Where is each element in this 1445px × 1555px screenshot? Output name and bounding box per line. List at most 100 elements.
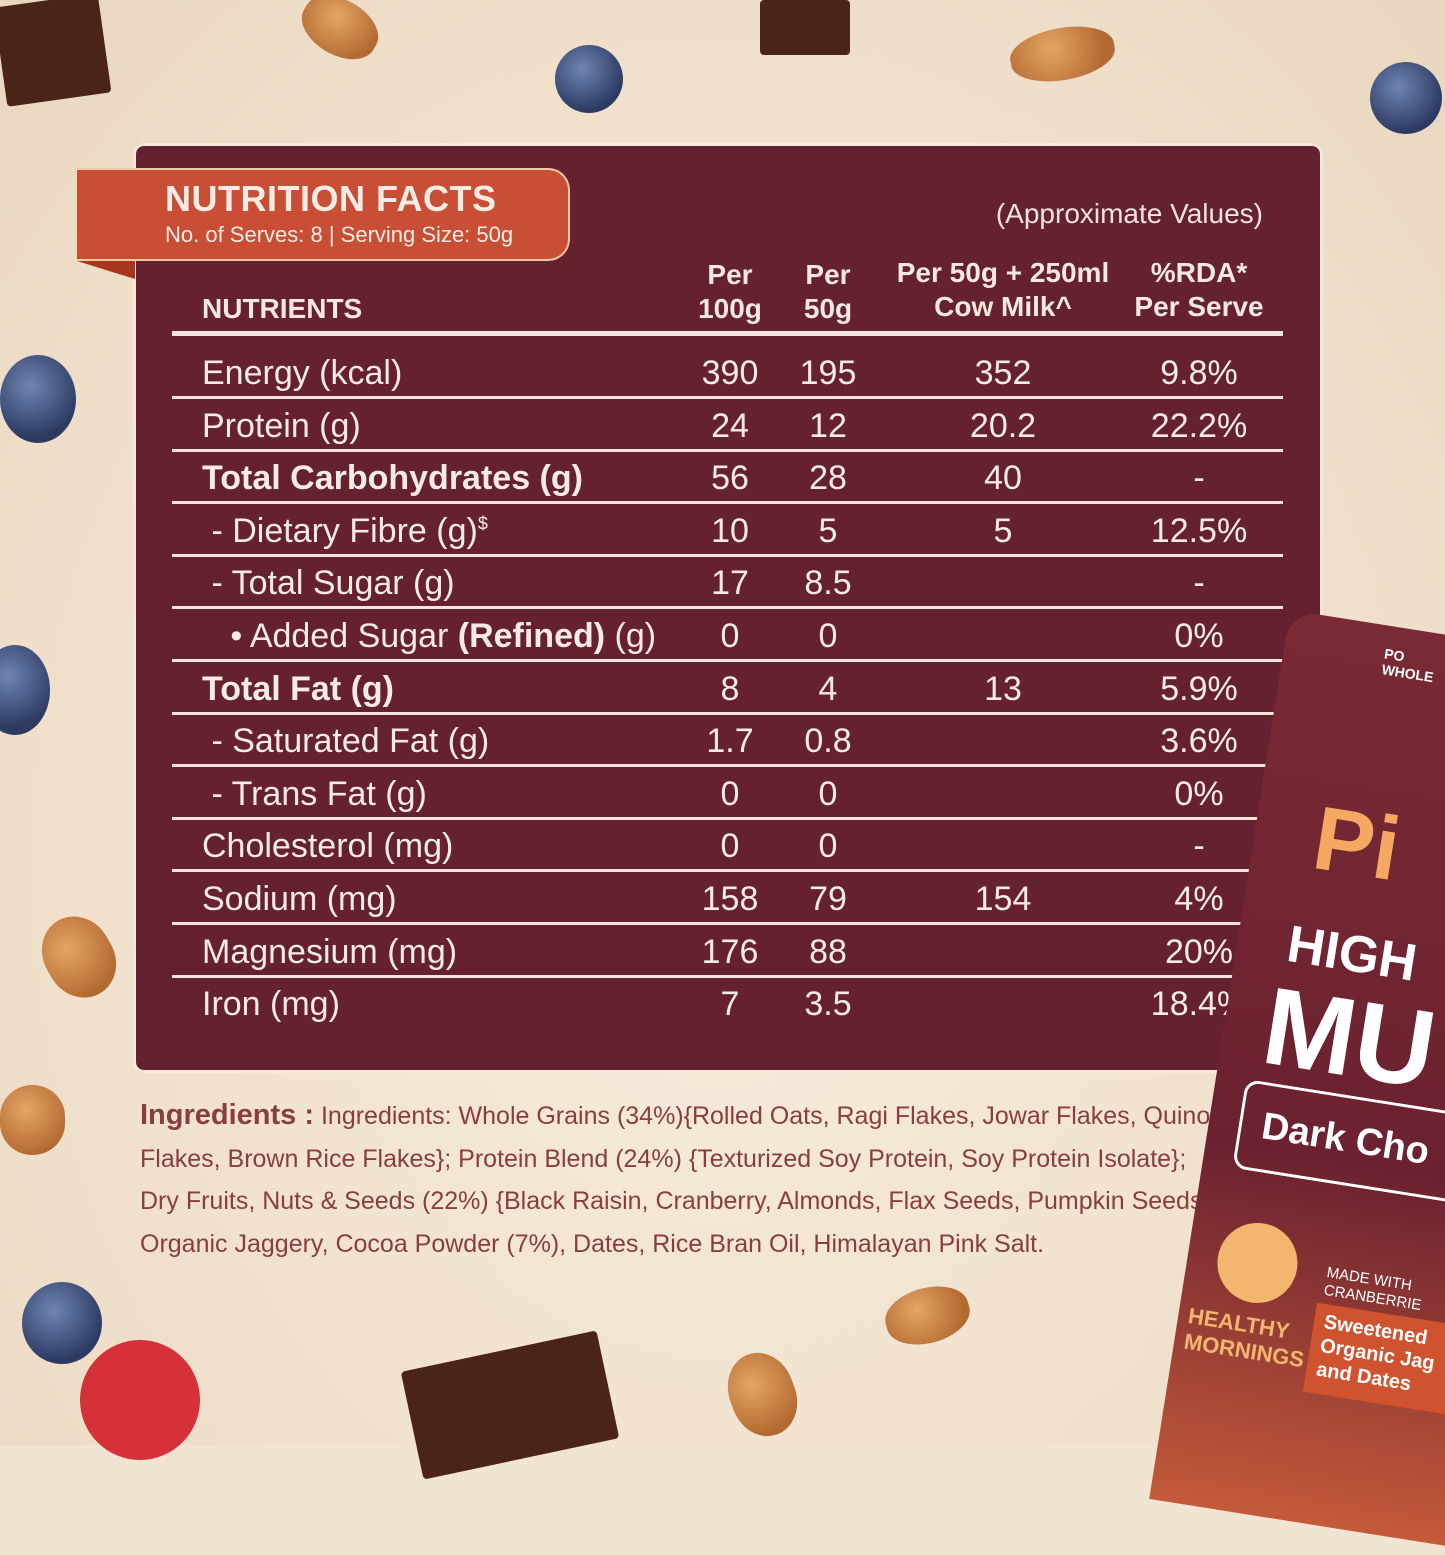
value-per50: 0 [818, 774, 838, 813]
value-rda: - [1193, 564, 1205, 603]
nutrient-name: - Trans Fat (g) [202, 774, 427, 814]
value-milk: 13 [984, 669, 1022, 708]
value-milk: 40 [984, 459, 1022, 498]
value-per50: 0 [818, 617, 838, 655]
row-divider [172, 869, 1283, 873]
value-rda: 22.2% [1150, 406, 1248, 445]
nutrient-label: Total Carbohydrates (g) [202, 459, 583, 498]
table-row: Sodium (mg) 158 79 154 4% [172, 872, 1283, 924]
table-row: - Saturated Fat (g) 1.7 0.8 3.6% [172, 714, 1283, 766]
row-divider [172, 764, 1283, 768]
nutrient-name: Total Carbohydrates (g) [202, 459, 583, 498]
value-per100: 7 [720, 985, 740, 1024]
row-divider [172, 606, 1283, 610]
serving-info: No. of Serves: 8 | Serving Size: 50g [165, 222, 514, 247]
value-per100: 390 [701, 354, 759, 392]
nutrient-label: - Trans Fat (g) [202, 774, 427, 813]
value-per100: 17 [711, 564, 749, 603]
value-per50: 0.8 [804, 722, 852, 761]
row-divider [172, 553, 1283, 557]
nutrient-name: - Total Sugar (g) [202, 564, 455, 603]
table-row: - Dietary Fibre (g)$ 10 5 5 12.5% [172, 504, 1283, 556]
table-row: Protein (g) 24 12 20.2 22.2% [172, 399, 1283, 451]
nutrient-label: Energy (kcal) [202, 354, 403, 392]
row-divider [172, 816, 1283, 820]
header-line: Per 50g + 250ml [896, 257, 1110, 288]
row-divider [172, 922, 1283, 925]
nutrient-name: - Saturated Fat (g) [202, 722, 489, 761]
row-divider [172, 659, 1283, 662]
header-line: 100g [698, 293, 762, 324]
column-header-with-milk: Per 50g + 250ml Cow Milk^ [873, 256, 1133, 324]
value-per50: 5 [818, 511, 838, 550]
value-per100: 0 [720, 827, 740, 866]
nutrient-label: Magnesium (mg) [202, 932, 458, 971]
package-sweetened: Sweetened Organic Jag and Dates [1302, 1302, 1445, 1427]
value-per50: 88 [809, 932, 847, 971]
column-header-per50g: Per 50g [778, 258, 878, 326]
blueberry-decoration [22, 1282, 102, 1364]
table-row: Energy (kcal) 390 195 352 9.8% [172, 346, 1283, 398]
nutrition-facts-ribbon: NUTRITION FACTS No. of Serves: 8 | Servi… [77, 168, 570, 261]
value-rda: - [1193, 827, 1205, 866]
value-per100: 0 [720, 617, 740, 655]
value-per100: 1.7 [706, 722, 754, 761]
value-milk: 5 [993, 511, 1013, 550]
nutrient-label: - Dietary Fibre (g) [202, 511, 478, 550]
value-per50: 195 [799, 354, 857, 392]
value-per100: 8 [720, 669, 740, 708]
value-milk: 20.2 [969, 406, 1037, 445]
value-per50: 0 [818, 827, 838, 866]
value-rda: 20% [1164, 932, 1234, 971]
footnote-marker: $ [477, 513, 488, 534]
value-per50: 4 [818, 669, 838, 708]
ingredients-heading: Ingredients : [140, 1099, 315, 1131]
table-row: Cholesterol (mg) 0 0 - [172, 819, 1283, 871]
value-rda: 9.8% [1160, 354, 1238, 392]
nutrient-label: Iron (mg) [202, 985, 340, 1024]
nutrient-label: Sodium (mg) [202, 880, 397, 918]
table-row: • Added Sugar (Refined) (g) 0 0 0% [172, 609, 1283, 661]
row-divider [172, 448, 1283, 452]
value-rda: 4% [1174, 880, 1224, 918]
almond-decoration [0, 1085, 65, 1155]
value-per100: 158 [701, 880, 759, 918]
package-brand-small: PO WHOLE [1380, 645, 1435, 686]
nutrient-label: • Added Sugar [202, 617, 458, 655]
nutrient-name: Total Fat (g) [202, 670, 394, 709]
value-rda: - [1193, 459, 1205, 498]
table-row: - Total Sugar (g) 17 8.5 - [172, 556, 1283, 608]
ingredients-text: Ingredients : Ingredients: Whole Grains … [140, 1094, 1230, 1265]
blueberry-decoration [555, 45, 623, 113]
value-per100: 0 [720, 774, 740, 813]
approximate-values-note: (Approximate Values) [995, 198, 1263, 229]
nutrition-facts-title: NUTRITION FACTS [165, 178, 497, 219]
table-row: Total Carbohydrates (g) 56 28 40 - [172, 451, 1283, 503]
value-rda: 5.9% [1160, 669, 1238, 708]
row-divider [172, 396, 1283, 399]
nutrient-name: Iron (mg) [202, 985, 340, 1024]
nutrient-name: Magnesium (mg) [202, 933, 457, 972]
nutrient-label: Protein (g) [202, 406, 361, 445]
nutrient-label: Total Fat (g) [202, 669, 394, 708]
header-divider [172, 331, 1283, 336]
header-line: Per Serve [1134, 291, 1264, 322]
nutrient-name: Sodium (mg) [202, 880, 397, 919]
value-rda: 3.6% [1160, 722, 1238, 761]
chocolate-decoration [760, 0, 850, 55]
value-per50: 28 [809, 459, 847, 498]
nutrient-label-bold: (Refined) [457, 617, 606, 655]
value-per50: 3.5 [804, 985, 852, 1024]
sun-icon [1211, 1217, 1304, 1309]
nutrient-label: Cholesterol (mg) [202, 827, 454, 866]
nutrient-label: - Saturated Fat (g) [202, 722, 490, 761]
package-badge: HEALTHY MORNINGS [1182, 1302, 1306, 1373]
header-line: Per [805, 259, 851, 290]
value-milk: 352 [974, 354, 1032, 392]
value-per50: 8.5 [804, 564, 852, 603]
row-divider [172, 974, 1283, 978]
header-line: 50g [803, 293, 853, 324]
nutrient-label: - Total Sugar (g) [202, 564, 455, 603]
nutrient-label-suffix: (g) [605, 617, 657, 655]
column-header-per100g: Per 100g [680, 258, 780, 326]
